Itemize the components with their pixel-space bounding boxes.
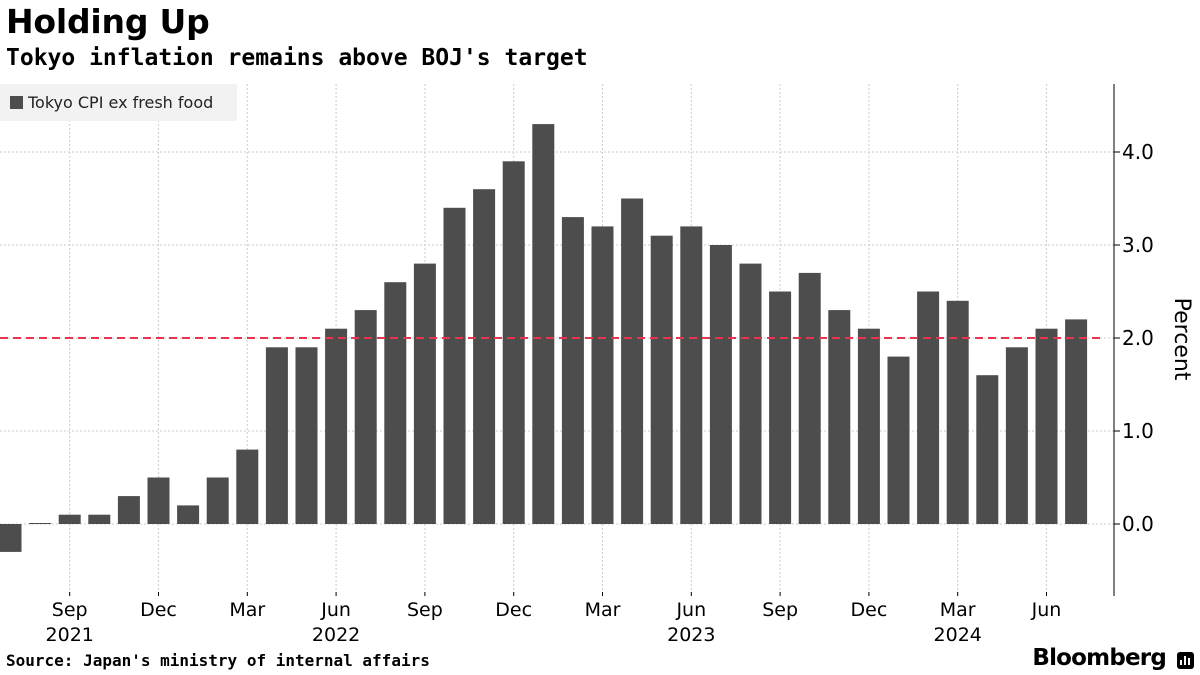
data-bar — [88, 514, 111, 524]
x-year-label: 2023 — [667, 624, 715, 646]
data-bar — [680, 226, 703, 524]
bar-layer — [0, 124, 1088, 552]
x-tick-label: Mar — [940, 599, 976, 621]
data-bar — [502, 161, 525, 525]
x-tick-label: Jun — [320, 599, 351, 621]
label-layer: 0.0 1.0 2.0 3.0 4.0 Percent Sep Dec Mar Jun Sep Dec… — [46, 140, 1194, 646]
data-bar — [976, 375, 999, 524]
y-tick-label: 4.0 — [1122, 140, 1154, 164]
data-bar — [709, 245, 732, 524]
data-bar — [473, 189, 496, 524]
y-tick-label: 3.0 — [1122, 233, 1154, 257]
data-bar — [857, 328, 880, 524]
bloomberg-chart-icon — [1177, 652, 1194, 669]
data-bar — [561, 217, 584, 524]
data-bar — [384, 282, 407, 524]
x-tick-label: Jun — [675, 599, 706, 621]
bloomberg-logo: Bloomberg — [1032, 645, 1166, 671]
y-tick-label: 0.0 — [1122, 512, 1154, 536]
data-bar — [917, 291, 940, 524]
data-bar — [946, 300, 969, 524]
data-bar — [177, 505, 200, 524]
data-bar — [739, 263, 762, 524]
data-bar — [591, 226, 614, 524]
data-bar — [828, 310, 851, 524]
y-axis-title: Percent — [1169, 298, 1194, 381]
x-tick-label: Dec — [140, 599, 177, 621]
data-bar — [236, 449, 259, 524]
x-tick-label: Dec — [851, 599, 888, 621]
data-bar — [532, 124, 555, 524]
legend-label: Tokyo CPI ex fresh food — [28, 93, 214, 112]
legend-swatch — [10, 96, 23, 109]
data-bar — [325, 328, 348, 524]
data-bar — [650, 235, 673, 524]
axis-layer — [69, 84, 1120, 596]
y-tick-label: 1.0 — [1122, 419, 1154, 443]
x-year-label: 2024 — [934, 624, 982, 646]
source-note: Source: Japan's ministry of internal aff… — [6, 651, 430, 670]
data-bar — [29, 523, 52, 524]
x-year-label: 2022 — [312, 624, 360, 646]
data-bar — [265, 347, 288, 524]
x-tick-label: Sep — [762, 599, 798, 621]
data-bar — [443, 207, 466, 525]
data-bar — [887, 356, 910, 524]
data-bar — [117, 496, 140, 524]
chart-subtitle: Tokyo inflation remains above BOJ's targ… — [6, 45, 588, 71]
x-tick-label: Sep — [52, 599, 88, 621]
x-tick-label: Jun — [1031, 599, 1062, 621]
x-tick-label: Mar — [585, 599, 621, 621]
data-bar — [798, 272, 821, 524]
chart-title: Holding Up — [6, 2, 210, 41]
data-bar — [1035, 328, 1058, 524]
data-bar — [206, 477, 229, 524]
data-bar — [58, 514, 81, 524]
x-year-label: 2021 — [46, 624, 94, 646]
x-tick-label: Dec — [495, 599, 532, 621]
x-tick-label: Sep — [407, 599, 443, 621]
data-bar — [1065, 319, 1088, 524]
y-tick-label: 2.0 — [1122, 326, 1154, 350]
data-bar — [1005, 347, 1028, 524]
x-tick-label: Mar — [229, 599, 265, 621]
data-bar — [0, 524, 22, 552]
data-bar — [621, 198, 644, 524]
data-bar — [295, 347, 318, 524]
legend: Tokyo CPI ex fresh food — [0, 84, 237, 121]
data-bar — [769, 291, 792, 524]
data-bar — [354, 310, 377, 524]
data-bar — [413, 263, 436, 524]
data-bar — [147, 477, 170, 524]
